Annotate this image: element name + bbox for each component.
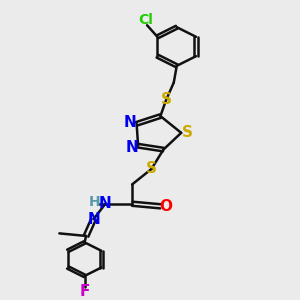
Text: O: O <box>159 199 172 214</box>
Text: N: N <box>87 212 100 227</box>
Text: Cl: Cl <box>138 13 153 27</box>
Text: N: N <box>125 140 138 154</box>
Text: S: S <box>161 92 172 107</box>
Text: H: H <box>89 195 100 209</box>
Text: N: N <box>124 115 136 130</box>
Text: S: S <box>182 125 193 140</box>
Text: F: F <box>80 284 90 299</box>
Text: S: S <box>146 161 157 176</box>
Text: N: N <box>99 196 112 211</box>
